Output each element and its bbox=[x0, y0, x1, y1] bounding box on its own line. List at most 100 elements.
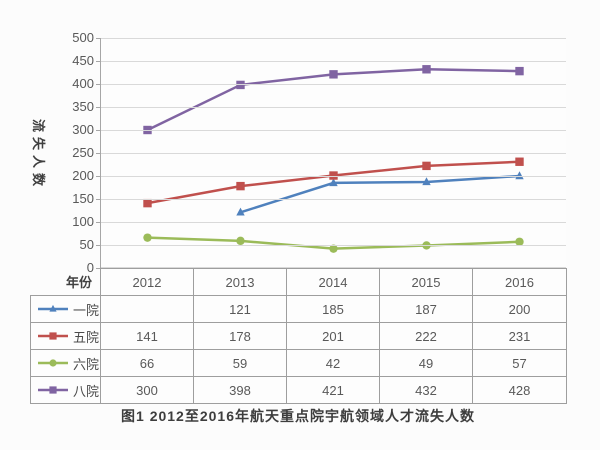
gridline bbox=[101, 38, 566, 39]
circle-marker-icon bbox=[49, 359, 57, 367]
gridline bbox=[101, 153, 566, 154]
value-cell: 141 bbox=[100, 322, 194, 350]
square-marker-icon bbox=[329, 70, 338, 79]
legend-label: 八院 bbox=[73, 383, 100, 399]
square-marker-icon bbox=[49, 386, 57, 394]
value-cell: 185 bbox=[286, 295, 380, 323]
square-marker-icon bbox=[515, 66, 524, 76]
table-row: 六院 66 59 42 49 57 bbox=[30, 349, 567, 377]
value-cell: 66 bbox=[100, 349, 194, 377]
value-cell: 59 bbox=[193, 349, 287, 377]
value-cell: 398 bbox=[193, 376, 287, 404]
y-axis-tick bbox=[96, 176, 100, 177]
table-row: 八院 300 398 421 432 428 bbox=[30, 376, 567, 404]
legend-swatch bbox=[38, 304, 68, 312]
value-cell: 121 bbox=[193, 295, 287, 323]
y-axis-tick bbox=[96, 268, 100, 269]
square-marker-icon bbox=[236, 181, 245, 191]
y-axis-tick bbox=[96, 153, 100, 154]
gridline bbox=[101, 130, 566, 131]
value-cell: 432 bbox=[379, 376, 473, 404]
year-header-cell: 2014 bbox=[286, 268, 380, 296]
square-marker-icon bbox=[422, 161, 431, 171]
value-cell: 200 bbox=[472, 295, 567, 323]
value-cell: 428 bbox=[472, 376, 567, 404]
circle-marker-icon bbox=[515, 237, 524, 246]
value-cell: 187 bbox=[379, 295, 473, 323]
y-axis-tick bbox=[96, 61, 100, 62]
y-tick-label: 50 bbox=[79, 237, 94, 252]
square-marker-icon bbox=[49, 332, 57, 340]
value-cell: 421 bbox=[286, 376, 380, 404]
value-cell bbox=[100, 295, 194, 323]
circle-marker-icon bbox=[329, 244, 338, 253]
gridline bbox=[101, 61, 566, 62]
value-cell: 49 bbox=[379, 349, 473, 377]
chart-plot-area bbox=[100, 38, 566, 268]
year-header-cell: 2013 bbox=[193, 268, 287, 296]
triangle-marker-icon bbox=[49, 304, 57, 312]
value-cell: 300 bbox=[100, 376, 194, 404]
square-marker-icon bbox=[329, 171, 338, 180]
year-header-cell: 2012 bbox=[100, 268, 194, 296]
square-marker-icon bbox=[422, 65, 431, 74]
y-axis-tick bbox=[96, 222, 100, 223]
legend-label: 一院 bbox=[73, 302, 100, 318]
value-cell: 222 bbox=[379, 322, 473, 350]
y-tick-label: 200 bbox=[72, 168, 94, 183]
y-tick-label: 400 bbox=[72, 76, 94, 91]
x-axis-title: 年份 bbox=[65, 275, 92, 291]
gridline bbox=[101, 84, 566, 85]
value-cell: 42 bbox=[286, 349, 380, 377]
y-tick-label: 450 bbox=[72, 53, 94, 68]
y-tick-label: 150 bbox=[72, 191, 94, 206]
gridline bbox=[101, 245, 566, 246]
legend-swatch bbox=[38, 386, 68, 394]
legend-label: 六院 bbox=[73, 356, 100, 372]
circle-marker-icon bbox=[236, 236, 245, 246]
legend-swatch bbox=[38, 359, 68, 367]
legend-cell: 五院 bbox=[30, 322, 101, 350]
circle-marker-icon bbox=[143, 233, 152, 242]
y-axis-tick bbox=[96, 130, 100, 131]
y-tick-label: 250 bbox=[72, 145, 94, 160]
figure-caption: 图1 2012至2016年航天重点院宇航领域人才流失人数 bbox=[121, 408, 475, 424]
y-axis-tick bbox=[96, 199, 100, 200]
legend-swatch bbox=[38, 332, 68, 340]
legend-cell: 一院 bbox=[30, 295, 101, 323]
gridline bbox=[101, 176, 566, 177]
triangle-marker-icon bbox=[515, 171, 524, 180]
triangle-marker-icon bbox=[422, 177, 431, 186]
triangle-marker-icon bbox=[329, 178, 338, 187]
legend-cell: 八院 bbox=[30, 376, 101, 404]
table-row: 五院 141 178 201 222 231 bbox=[30, 322, 567, 350]
gridline bbox=[101, 199, 566, 200]
y-axis-tick bbox=[96, 107, 100, 108]
y-tick-label: 0 bbox=[86, 260, 94, 275]
y-axis-tick bbox=[96, 84, 100, 85]
gridline bbox=[101, 222, 566, 223]
square-marker-icon bbox=[515, 157, 524, 166]
y-axis-title: 流失人数 bbox=[31, 118, 46, 191]
legend-label: 五院 bbox=[73, 329, 100, 345]
gridline bbox=[101, 267, 566, 268]
data-table: 年份 2012 2013 2014 2015 2016 一院 121 185 187 200 五院 14… bbox=[30, 268, 567, 404]
legend-cell: 六院 bbox=[30, 349, 101, 377]
triangle-marker-icon bbox=[236, 207, 245, 216]
line-chart bbox=[143, 65, 524, 253]
y-axis-tick bbox=[96, 245, 100, 246]
y-tick-label: 350 bbox=[72, 99, 94, 114]
value-cell: 178 bbox=[193, 322, 287, 350]
value-cell: 201 bbox=[286, 322, 380, 350]
y-tick-label: 300 bbox=[72, 122, 94, 137]
square-marker-icon bbox=[143, 198, 152, 208]
gridline bbox=[101, 107, 566, 108]
year-header-cell: 2015 bbox=[379, 268, 473, 296]
table-row: 一院 121 185 187 200 bbox=[30, 295, 567, 323]
series-line-一院 bbox=[240, 174, 520, 214]
y-tick-label: 100 bbox=[72, 214, 94, 229]
year-header-cell: 2016 bbox=[472, 268, 567, 296]
value-cell: 231 bbox=[472, 322, 567, 350]
value-cell: 57 bbox=[472, 349, 567, 377]
